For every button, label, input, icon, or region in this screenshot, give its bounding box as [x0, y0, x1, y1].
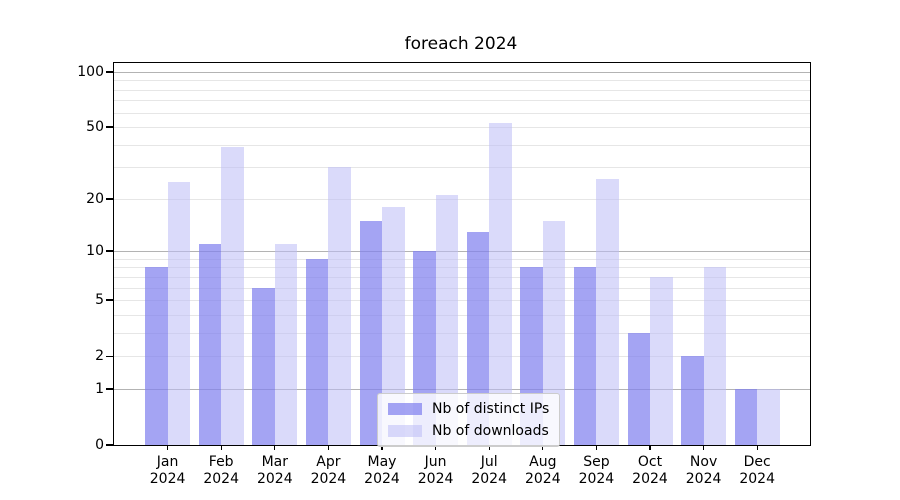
gridline-minor-30	[114, 167, 810, 169]
legend-item-distinct-ips: Nb of distinct IPs	[388, 401, 549, 417]
gridline-minor-70	[114, 100, 810, 102]
bar-downloads-4	[328, 167, 351, 445]
bar-downloads-11	[703, 267, 727, 445]
gridline-minor-4	[114, 314, 810, 316]
legend-label-distinct-ips: Nb of distinct IPs	[432, 401, 550, 417]
gridline-minor-80	[114, 89, 810, 91]
x-tick-label-9: Sep 2024	[578, 454, 615, 487]
x-tick-2	[220, 445, 222, 450]
x-tick-8	[542, 445, 544, 450]
y-tick-label-10: 10	[86, 243, 104, 260]
y-tick-label-20: 20	[86, 190, 104, 207]
gridline-major-100	[114, 71, 810, 73]
y-tick-1	[105, 388, 113, 390]
x-tick-label-6: Jun 2024	[417, 454, 454, 487]
x-tick-5	[381, 445, 383, 450]
bar-downloads-6	[435, 195, 459, 445]
legend-swatch-distinct-ips	[388, 403, 422, 415]
y-tick-label-5: 5	[95, 292, 104, 309]
x-tick-label-5: May 2024	[364, 454, 400, 487]
x-tick-9	[595, 445, 598, 450]
gridline-major-10	[114, 251, 810, 253]
legend-swatch-downloads	[388, 425, 422, 437]
bar-downloads-9	[596, 178, 619, 445]
plot-area: Nb of distinct IPs Nb of downloads 0 1 2 5 1…	[77, 62, 811, 487]
gridline-major-1	[114, 388, 810, 390]
y-tick-0	[105, 444, 113, 446]
y-tick-2	[105, 355, 113, 357]
gridline-minor-2	[114, 356, 810, 358]
bar-distinct-ips-12	[734, 388, 758, 445]
x-tick-label-10: Oct 2024	[632, 454, 668, 487]
y-tick-5	[105, 299, 113, 301]
gridline-minor-50	[114, 127, 810, 129]
gridline-minor-9	[114, 258, 810, 260]
x-tick-label-3: Mar 2024	[256, 454, 293, 487]
y-tick-label-0: 0	[95, 437, 104, 453]
gridline-minor-40	[114, 144, 810, 146]
x-tick-7	[488, 445, 490, 450]
x-tick-1	[166, 445, 169, 450]
legend-label-downloads: Nb of downloads	[432, 423, 549, 439]
bar-distinct-ips-1	[145, 267, 168, 445]
legend-item-downloads: Nb of downloads	[388, 423, 549, 439]
y-tick-label-50: 50	[86, 119, 104, 136]
x-tick-11	[702, 445, 705, 450]
x-tick-label-2: Feb 2024	[203, 454, 239, 487]
bar-downloads-3	[274, 244, 298, 445]
y-tick-100	[105, 71, 113, 73]
gridline-minor-5	[114, 300, 810, 302]
gridline-minor-20	[114, 198, 810, 200]
x-tick-label-4: Apr 2024	[310, 454, 347, 487]
x-tick-label-11: Nov 2024	[685, 454, 722, 487]
gridline-minor-60	[114, 112, 810, 114]
x-tick-6	[434, 445, 437, 450]
y-tick-label-2: 2	[95, 348, 104, 365]
x-tick-label-7: Jul 2024	[471, 454, 507, 487]
y-tick-label-100: 100	[77, 63, 104, 80]
x-tick-4	[327, 445, 330, 450]
x-tick-label-1: Jan 2024	[149, 454, 186, 487]
bar-distinct-ips-7	[466, 231, 490, 445]
bar-distinct-ips-9	[573, 267, 597, 445]
bar-downloads-8	[542, 220, 566, 445]
bar-downloads-2	[221, 146, 244, 445]
y-tick-10	[105, 250, 113, 252]
gridline-minor-90	[114, 80, 810, 82]
x-tick-label-8: Aug 2024	[524, 454, 561, 487]
gridline-minor-8	[114, 267, 810, 269]
bar-distinct-ips-3	[252, 287, 275, 445]
bar-downloads-5	[382, 206, 405, 445]
bar-downloads-1	[167, 181, 191, 445]
bar-distinct-ips-5	[359, 220, 382, 445]
gridline-minor-3	[114, 332, 810, 334]
bar-distinct-ips-11	[681, 356, 704, 445]
y-tick-50	[105, 126, 113, 128]
x-tick-12	[756, 445, 758, 450]
x-tick-3	[274, 445, 276, 450]
bar-distinct-ips-2	[198, 244, 222, 445]
y-tick-label-1: 1	[95, 380, 104, 397]
bar-downloads-10	[650, 276, 673, 445]
x-tick-label-12: Dec 2024	[739, 454, 775, 487]
chart-title: foreach 2024	[404, 34, 518, 54]
bar-downloads-7	[489, 122, 512, 445]
legend: Nb of distinct IPs Nb of downloads	[377, 393, 561, 447]
bar-distinct-ips-4	[305, 258, 329, 445]
gridline-minor-7	[114, 276, 810, 278]
bar-downloads-12	[757, 388, 780, 445]
x-tick-10	[649, 445, 651, 450]
gridline-minor-6	[114, 287, 810, 289]
bar-distinct-ips-10	[627, 332, 650, 445]
y-tick-20	[105, 198, 113, 200]
